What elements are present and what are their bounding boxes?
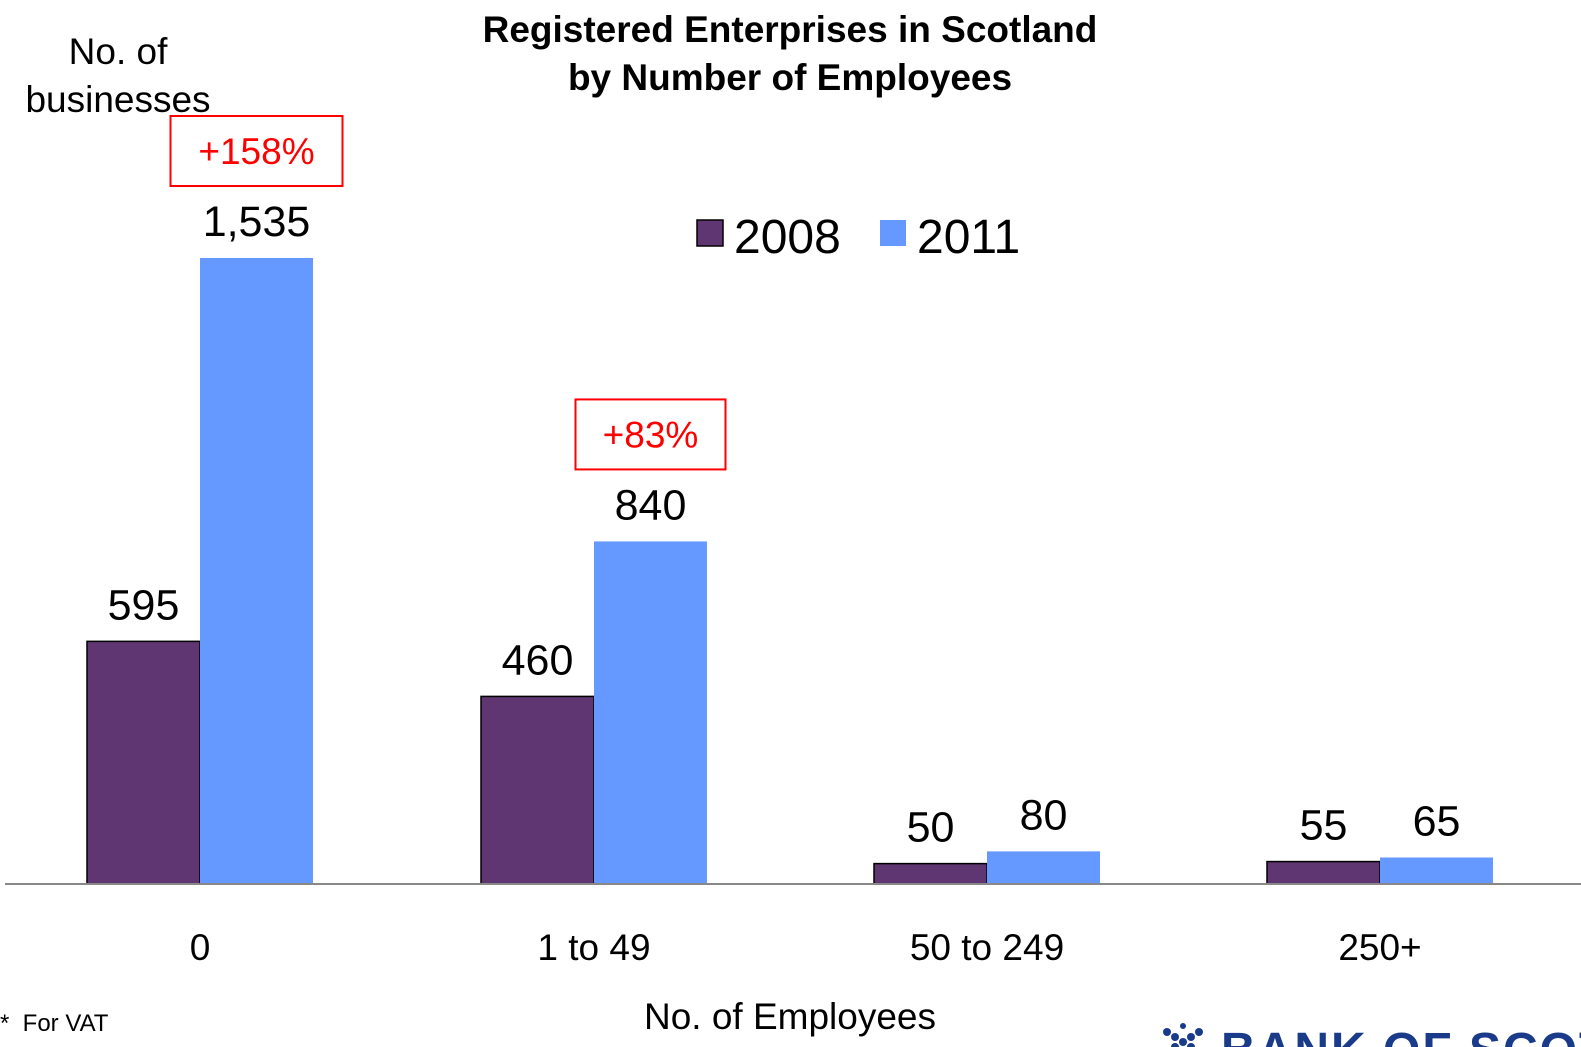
legend: 2008 2011 — [696, 211, 1020, 264]
data-label-2011-250plus: 65 — [1413, 797, 1461, 845]
data-label-2008-1-to-49: 460 — [502, 636, 574, 684]
y-axis-label-line-1: No. of — [69, 31, 168, 72]
bank-logo: BANK OF SCOTLAND — [1155, 1004, 1581, 1047]
growth-annotation: +83% — [574, 398, 727, 471]
x-tick-label: 1 to 49 — [537, 927, 650, 968]
legend-label-2011: 2011 — [917, 211, 1020, 264]
legend-swatch-2011 — [880, 220, 906, 246]
bars-group — [86, 258, 1493, 885]
logo-text: BANK OF SCOTLAND — [1221, 1024, 1581, 1047]
chart-title-line-1: Registered Enterprises in Scotland — [483, 9, 1098, 50]
data-label-2008-250plus: 55 — [1300, 802, 1348, 850]
chart-title-line-2: by Number of Employees — [568, 57, 1012, 98]
bar-2008-0 — [86, 640, 201, 885]
data-label-2008-0: 595 — [108, 581, 180, 629]
growth-annotation-box — [574, 398, 727, 471]
bar-2011-250plus — [1380, 857, 1493, 884]
saltire-dots-icon — [1163, 1023, 1203, 1047]
x-tick-labels: 0 1 to 49 50 to 249 250+ — [190, 927, 1422, 968]
data-label-2011-0: 1,535 — [203, 198, 311, 246]
x-tick-label: 0 — [190, 927, 211, 968]
legend-label-2008: 2008 — [734, 211, 841, 264]
bar-2008-250plus — [1266, 860, 1381, 885]
bar-2011-1-to-49 — [594, 541, 707, 884]
x-axis-label: No. of Employees — [644, 996, 936, 1037]
y-axis-label-line-2: businesses — [25, 79, 210, 120]
data-label-2008-50-to-249: 50 — [907, 804, 955, 852]
data-label-2011-1-to-49: 840 — [615, 481, 687, 529]
annotations-group: +158% +83% — [169, 115, 727, 471]
bar-labels-group: 595 1,535 460 840 50 80 55 65 — [108, 198, 1461, 852]
bar-2011-50-to-249 — [987, 851, 1100, 884]
data-label-2011-50-to-249: 80 — [1020, 791, 1068, 839]
bar-2008-50-to-249 — [873, 862, 988, 885]
bar-2011-0 — [200, 258, 313, 884]
growth-annotation-text: +83% — [603, 414, 699, 455]
bar-2008-1-to-49 — [480, 695, 595, 885]
x-tick-label: 50 to 249 — [910, 927, 1064, 968]
growth-annotation: +158% — [169, 115, 344, 187]
legend-swatch-2008 — [696, 219, 724, 247]
footnote: * For VAT — [0, 1010, 109, 1037]
growth-annotation-box — [169, 115, 344, 187]
x-tick-label: 250+ — [1338, 927, 1421, 968]
growth-annotation-text: +158% — [198, 131, 314, 172]
